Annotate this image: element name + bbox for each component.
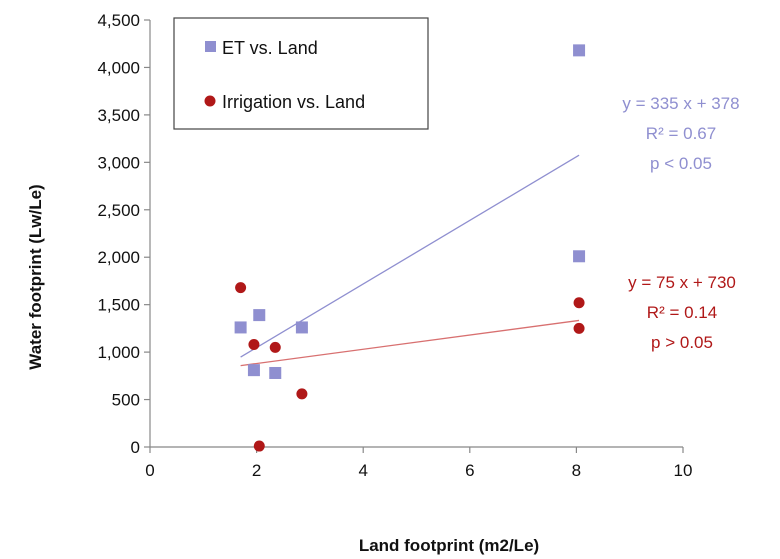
irrigation-data-point [235, 282, 247, 294]
y-tick-label: 4,000 [97, 58, 140, 77]
y-tick-label: 2,000 [97, 248, 140, 267]
irrigation-equation: y = 75 x + 730 [628, 273, 736, 292]
legend-box [173, 17, 429, 130]
trendlines [240, 154, 580, 367]
et-data-point [573, 250, 586, 263]
y-tick-label: 3,000 [97, 153, 140, 172]
x-tick-label: 2 [252, 461, 261, 480]
ticks: 0 500 1,000 1,500 2,000 2,500 3,000 3,500 4,000 4… [97, 11, 692, 480]
x-axis-title: Land footprint (m2/Le) [359, 536, 539, 555]
data-points [234, 44, 586, 452]
legend-label-et: ET vs. Land [222, 38, 318, 58]
x-tick-label: 0 [145, 461, 154, 480]
et-data-point [234, 321, 247, 334]
legend-marker-square [205, 41, 216, 52]
et-data-point [573, 44, 586, 57]
irrigation-data-point [296, 388, 308, 400]
axes [149, 20, 683, 448]
x-tick-label: 10 [674, 461, 693, 480]
et-regression-annotation: y = 335 x + 378 R² = 0.67 p < 0.05 [622, 94, 739, 173]
y-tick-label: 1,000 [97, 343, 140, 362]
irrigation-data-point [269, 341, 281, 353]
et-data-point [295, 321, 308, 334]
irrigation-data-point [573, 322, 585, 334]
y-axis-title: Water footprint (Lw/Le) [26, 184, 45, 369]
et-data-point [269, 366, 282, 379]
irrigation-data-point [253, 440, 265, 452]
et-data-point [247, 364, 260, 377]
y-tick-label: 2,500 [97, 201, 140, 220]
y-tick-label: 500 [112, 391, 140, 410]
y-tick-label: 0 [131, 438, 140, 457]
legend-marker-circle [204, 95, 216, 107]
x-tick-label: 6 [465, 461, 474, 480]
irrigation-data-point [248, 339, 260, 351]
et-data-point [253, 309, 266, 322]
y-tick-label: 4,500 [97, 11, 140, 30]
et-equation: y = 335 x + 378 [622, 94, 739, 113]
trendline-irrigation [240, 319, 580, 367]
y-tick-label: 3,500 [97, 106, 140, 125]
irrigation-r-squared: R² = 0.14 [647, 303, 717, 322]
irrigation-regression-annotation: y = 75 x + 730 R² = 0.14 p > 0.05 [628, 273, 736, 352]
et-p-value: p < 0.05 [650, 154, 712, 173]
legend: ET vs. Land Irrigation vs. Land [173, 17, 429, 130]
x-tick-label: 8 [572, 461, 581, 480]
irrigation-p-value: p > 0.05 [651, 333, 713, 352]
et-r-squared: R² = 0.67 [646, 124, 716, 143]
y-tick-label: 1,500 [97, 296, 140, 315]
legend-label-irrigation: Irrigation vs. Land [222, 92, 365, 112]
irrigation-data-point [573, 297, 585, 309]
x-tick-label: 4 [358, 461, 367, 480]
